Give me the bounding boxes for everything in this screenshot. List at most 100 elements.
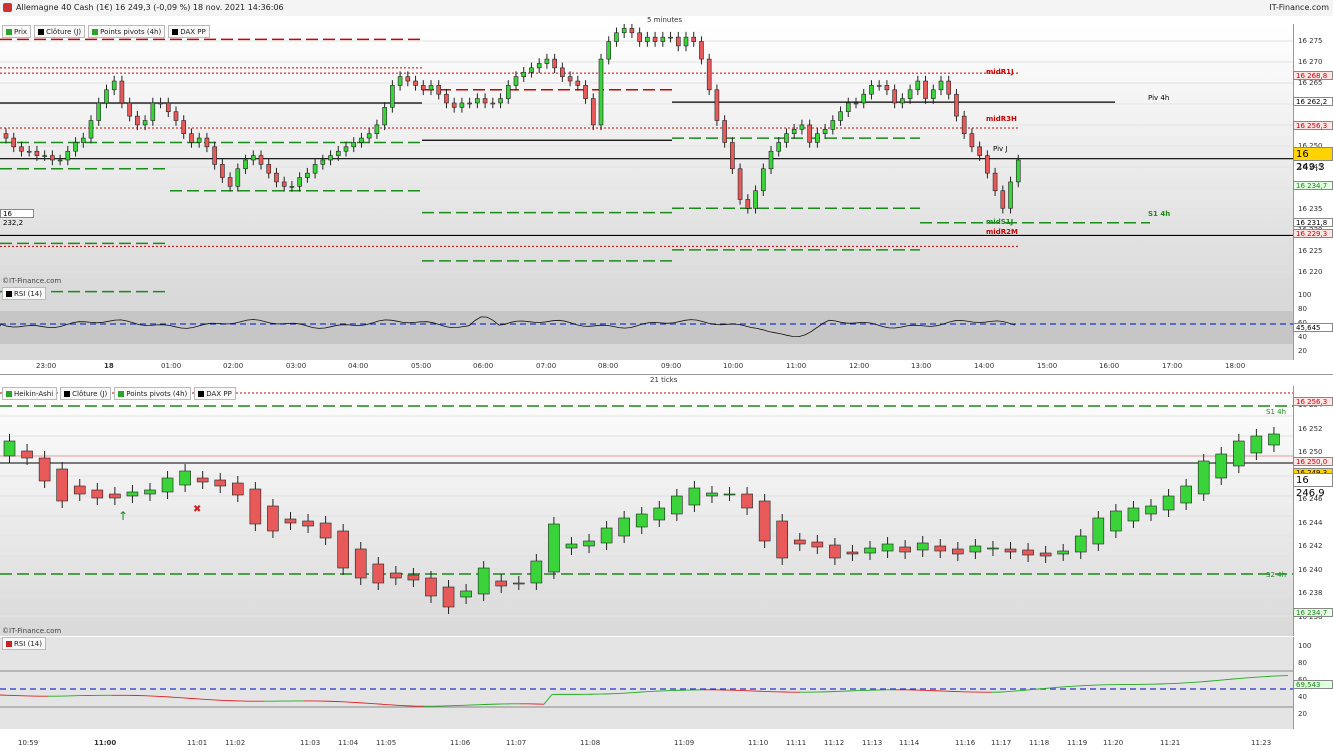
legend-swatch-icon bbox=[38, 29, 44, 35]
bottom_chart-legend-item-1[interactable]: Clôture (J) bbox=[60, 387, 111, 400]
level-label-6: midR2M bbox=[986, 228, 1018, 236]
bear-candle bbox=[893, 90, 897, 103]
top_chart-legend-item-0[interactable]: Prix bbox=[2, 25, 31, 38]
ha-bull-candle bbox=[970, 546, 981, 552]
y-tick-label: 16 250 bbox=[1298, 448, 1323, 456]
bottom_chart-legend-item-2[interactable]: Points pivots (4h) bbox=[114, 387, 191, 400]
bull-candle bbox=[823, 129, 827, 133]
ha-bull-candle bbox=[706, 493, 717, 496]
bull-candle bbox=[43, 156, 47, 157]
bull-candle bbox=[614, 33, 618, 42]
x-tick-label: 18 bbox=[104, 362, 114, 370]
bottom_chart-legend-item-3[interactable]: DAX PP bbox=[194, 387, 236, 400]
y-tick-label: 20 bbox=[1298, 347, 1307, 355]
bull-candle bbox=[939, 81, 943, 90]
x-tick-label: 03:00 bbox=[286, 362, 306, 370]
ha-bear-candle bbox=[303, 521, 314, 526]
top_chart-legend-item-2[interactable]: Points pivots (4h) bbox=[88, 25, 165, 38]
bear-candle bbox=[1001, 191, 1005, 209]
top_chart-legend-item-1[interactable]: Clôture (J) bbox=[34, 25, 85, 38]
brand-label[interactable]: IT-Finance.com bbox=[1269, 3, 1329, 12]
ha-bull-candle bbox=[865, 548, 876, 553]
bottom-rsi-chip[interactable]: RSI (14) bbox=[2, 637, 46, 650]
bear-candle bbox=[189, 134, 193, 143]
x-tick-label: 13:00 bbox=[911, 362, 931, 370]
bull-candle bbox=[104, 90, 108, 103]
legend-swatch-icon bbox=[118, 391, 124, 397]
bull-candle bbox=[800, 125, 804, 129]
bull-candle bbox=[831, 121, 835, 130]
price-tag-6: 16 229,3 bbox=[1293, 229, 1333, 238]
legend-swatch-icon bbox=[6, 391, 12, 397]
x-tick-label: 11:08 bbox=[580, 739, 600, 747]
ha-bull-candle bbox=[636, 514, 647, 527]
top_chart-legend-item-3[interactable]: DAX PP bbox=[168, 25, 210, 38]
top-rsi-value-tag: 45,645 bbox=[1293, 323, 1333, 332]
bottom-rsi-value-tag: 69,543 bbox=[1293, 680, 1333, 689]
y-tick-label: 40 bbox=[1298, 333, 1307, 341]
ha-bear-candle bbox=[496, 581, 507, 586]
ha-bull-candle bbox=[1251, 436, 1262, 453]
top-price-chart[interactable] bbox=[0, 24, 1293, 296]
bottom-level-label-0: S1 4h bbox=[1266, 408, 1286, 416]
bull-candle bbox=[545, 59, 549, 63]
chart-background bbox=[0, 24, 1293, 296]
bottom-price-tag-0: 16 256,3 bbox=[1293, 397, 1333, 406]
ha-bear-candle bbox=[267, 506, 278, 531]
top-watermark: ©IT-Finance.com bbox=[2, 277, 61, 285]
ha-bear-candle bbox=[900, 547, 911, 552]
bottom-period-label: 21 ticks bbox=[650, 376, 677, 384]
bear-candle bbox=[560, 68, 564, 77]
x-tick-label: 11:04 bbox=[338, 739, 358, 747]
x-tick-label: 11:18 bbox=[1029, 739, 1049, 747]
bear-candle bbox=[421, 85, 425, 89]
x-tick-label: 06:00 bbox=[473, 362, 493, 370]
ha-bull-candle bbox=[1128, 508, 1139, 521]
bear-candle bbox=[444, 94, 448, 103]
price-tag-0: 16 268,8 bbox=[1293, 71, 1333, 80]
bull-candle bbox=[321, 160, 325, 164]
x-tick-label: 11:02 bbox=[225, 739, 245, 747]
x-tick-label: 01:00 bbox=[161, 362, 181, 370]
bull-candle bbox=[854, 103, 858, 104]
bottom-rsi-chart[interactable] bbox=[0, 637, 1293, 729]
ha-bull-candle bbox=[671, 496, 682, 514]
level-label-0: midR1J bbox=[986, 68, 1014, 76]
rsi-swatch-icon bbox=[6, 641, 12, 647]
bottom_chart-legend-item-0[interactable]: Heikin-Ashi bbox=[2, 387, 57, 400]
rsi-line-segment bbox=[1200, 681, 1208, 682]
price-tag-4: 16 234,7 bbox=[1293, 181, 1333, 190]
ha-bear-candle bbox=[829, 545, 840, 558]
legend-label: Points pivots (4h) bbox=[126, 390, 187, 398]
bull-candle bbox=[298, 178, 302, 187]
bear-candle bbox=[699, 42, 703, 60]
bull-candle bbox=[877, 85, 881, 86]
ha-bull-candle bbox=[1058, 551, 1069, 554]
ha-bear-candle bbox=[777, 521, 788, 558]
top-period-label: 5 minutes bbox=[647, 16, 682, 24]
bull-candle bbox=[375, 125, 379, 134]
bull-candle bbox=[839, 112, 843, 121]
x-tick-label: 11:16 bbox=[955, 739, 975, 747]
y-tick-label: 16 225 bbox=[1298, 247, 1323, 255]
top-rsi-chip[interactable]: RSI (14) bbox=[2, 287, 46, 300]
ha-bull-candle bbox=[1216, 454, 1227, 478]
x-tick-label: 11:03 bbox=[300, 739, 320, 747]
rsi-line-segment bbox=[1008, 691, 1016, 692]
level-label-4: S1 4h bbox=[1148, 210, 1170, 218]
bull-candle bbox=[1016, 160, 1020, 182]
bull-candle bbox=[27, 151, 31, 152]
x-tick-label: 11:12 bbox=[824, 739, 844, 747]
bottom-price-tag-4: 16 234,7 bbox=[1293, 608, 1333, 617]
bear-candle bbox=[584, 85, 588, 98]
ha-bear-candle bbox=[935, 546, 946, 551]
bull-candle bbox=[622, 28, 626, 32]
bottom-watermark: ©IT-Finance.com bbox=[2, 627, 61, 635]
ha-bull-candle bbox=[1163, 496, 1174, 510]
bull-candle bbox=[367, 134, 371, 138]
top-rsi-chart[interactable] bbox=[0, 296, 1293, 360]
bottom-heikin-ashi-chart[interactable]: ↑✖ bbox=[0, 386, 1293, 636]
